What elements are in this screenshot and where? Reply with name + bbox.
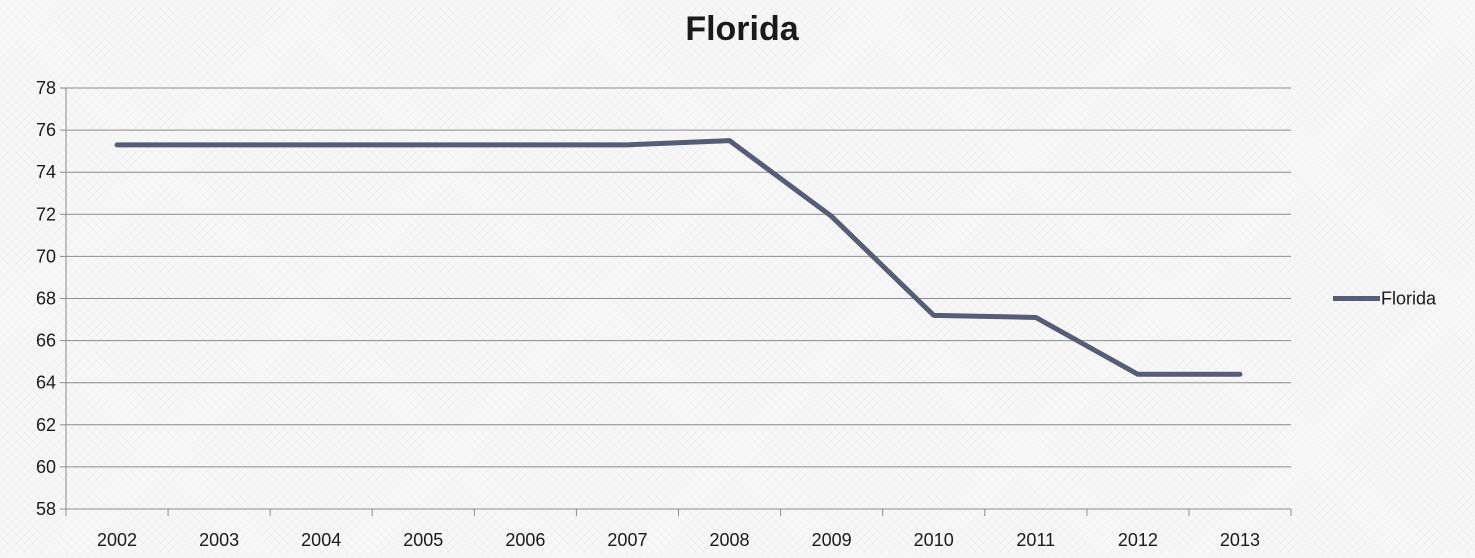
x-tick-label: 2005	[403, 530, 443, 550]
y-tick-label: 62	[36, 415, 56, 435]
y-tick-label: 60	[36, 457, 56, 477]
x-tick-label: 2003	[199, 530, 239, 550]
series-line-florida	[114, 138, 1243, 377]
x-tick-label: 2006	[505, 530, 545, 550]
legend-label: Florida	[1381, 289, 1437, 309]
x-tick-label: 2012	[1118, 530, 1158, 550]
x-tick-label: 2013	[1220, 530, 1260, 550]
x-tick-label: 2002	[97, 530, 137, 550]
x-tick-label: 2011	[1016, 530, 1055, 550]
y-tick-label: 58	[36, 499, 56, 519]
y-tick-label: 64	[36, 373, 56, 393]
chart-title: Florida	[685, 10, 799, 48]
y-tick-label: 78	[36, 78, 56, 98]
x-tick-label: 2008	[710, 530, 750, 550]
y-tick-label: 68	[36, 289, 56, 309]
y-tick-label: 74	[36, 162, 56, 182]
y-tick-label: 66	[36, 331, 56, 351]
gridlines	[66, 87, 1291, 468]
legend: Florida	[1333, 289, 1437, 309]
y-tick-label: 70	[36, 246, 56, 266]
series-lines	[114, 138, 1243, 377]
x-axis-ticks: 2002 2003 2004 2005 2006 2007 2008 2009 2010 2011…	[65, 509, 1292, 550]
x-tick-label: 2004	[301, 530, 341, 550]
x-tick-label: 2007	[607, 530, 647, 550]
x-tick-label: 2010	[914, 530, 954, 550]
y-tick-label: 72	[36, 204, 56, 224]
x-tick-label: 2009	[812, 530, 852, 550]
y-axis-ticks: 58 60 62 64 66 68 70 72 74 76 78	[36, 78, 66, 519]
y-tick-label: 76	[36, 120, 56, 140]
